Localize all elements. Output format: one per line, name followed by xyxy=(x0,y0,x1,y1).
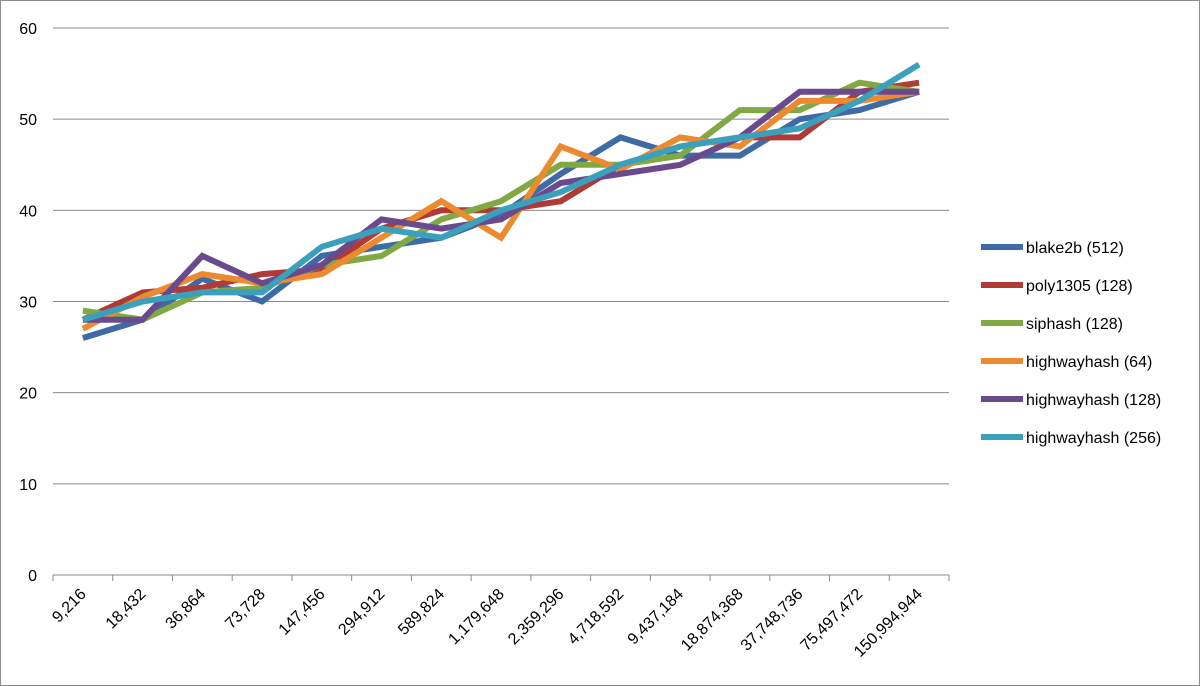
legend-label: highwayhash (256) xyxy=(1026,430,1161,447)
x-tick-label: 18,432 xyxy=(103,586,150,633)
gridlines xyxy=(53,27,949,485)
legend: blake2b (512) poly1305 (128) siphash (128)… xyxy=(981,240,1161,447)
x-tick-label: 36,864 xyxy=(163,586,210,633)
x-tick-label: 73,728 xyxy=(222,586,269,633)
legend-label: blake2b (512) xyxy=(1026,240,1124,257)
y-tick-label: 10 xyxy=(19,477,37,494)
y-tick-label: 0 xyxy=(28,568,37,585)
x-axis-tick-labels: 9,216 18,432 36,864 73,728 147,456 294,912 589… xyxy=(49,586,926,661)
legend-label: highwayhash (128) xyxy=(1026,392,1161,409)
y-axis-tick-labels: 0 10 20 30 40 50 60 xyxy=(19,21,37,585)
x-tick-label: 294,912 xyxy=(335,586,388,639)
y-tick-label: 40 xyxy=(19,203,37,220)
legend-label: poly1305 (128) xyxy=(1026,278,1133,295)
x-tick-label: 4,718,592 xyxy=(565,586,627,648)
legend-label: siphash (128) xyxy=(1026,316,1123,333)
series-line-6 xyxy=(82,61,921,323)
series-lines xyxy=(81,61,921,341)
legend-label: highwayhash (64) xyxy=(1026,354,1152,371)
x-axis xyxy=(52,574,950,581)
series-line-5 xyxy=(82,88,920,323)
y-tick-label: 20 xyxy=(19,386,37,403)
x-tick-label: 147,456 xyxy=(276,586,329,639)
series-line-4 xyxy=(81,88,920,332)
x-tick-label: 9,216 xyxy=(49,586,89,626)
y-tick-label: 30 xyxy=(19,295,37,312)
x-tick-label: 37,748,736 xyxy=(738,586,807,655)
x-tick-label: 1,179,648 xyxy=(445,586,507,648)
x-tick-label: 2,359,296 xyxy=(505,586,567,648)
x-tick-label: 18,874,368 xyxy=(678,586,747,655)
y-tick-label: 60 xyxy=(19,21,37,38)
y-tick-label: 50 xyxy=(19,112,37,129)
x-tick-label: 9,437,184 xyxy=(625,586,687,648)
x-tick-label: 589,824 xyxy=(395,586,448,639)
